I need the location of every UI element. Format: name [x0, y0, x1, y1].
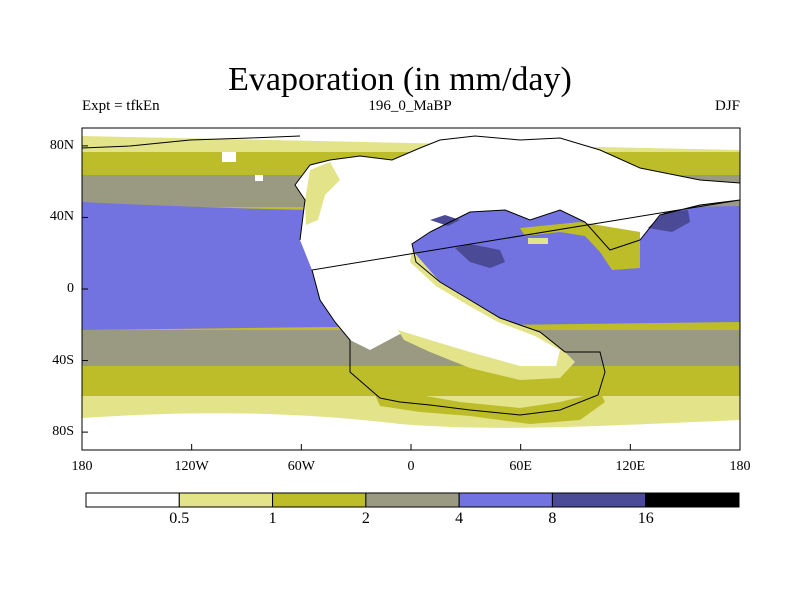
island	[528, 238, 548, 244]
lon-tick-label: 120W	[174, 459, 209, 474]
colorbar-level-label: 2	[361, 510, 370, 527]
colorbar-swatch	[365, 492, 460, 508]
tethys-olive-strip	[520, 222, 640, 270]
lon-tick-label: 60W	[287, 459, 315, 474]
coastal-light-band	[398, 250, 575, 380]
lon-tick-label: 0	[407, 459, 415, 474]
lon-tick-label: 180	[729, 459, 751, 474]
west-coast-light	[305, 162, 340, 225]
colorbar-level-label: 16	[637, 510, 654, 527]
map-field	[82, 128, 740, 450]
lat-tick-label: 40S	[52, 352, 74, 368]
south-coast-olive	[375, 392, 605, 424]
east-dark-patch	[648, 210, 690, 232]
colorbar-swatch	[272, 492, 367, 508]
lat-tick-label: 0	[67, 281, 74, 296]
island	[255, 175, 263, 181]
lat-tick-label: 80S	[52, 424, 74, 440]
lat-tick-label: 40N	[49, 209, 74, 225]
lon-tick-label: 120E	[615, 459, 646, 474]
colorbar-level-label: 1	[268, 510, 277, 527]
colorbar-level-label: 0.5	[169, 510, 190, 527]
lat-tick-label: 80N	[49, 137, 74, 153]
band-south-olive	[82, 366, 740, 396]
lon-tick-label: 180	[71, 459, 93, 474]
colorbar-level-label: 4	[455, 510, 464, 527]
colorbar-swatch	[458, 492, 553, 508]
colorbar-swatch	[645, 492, 740, 508]
colorbar-swatch	[178, 492, 274, 508]
map-title: Evaporation (in mm/day)	[228, 61, 572, 98]
continent-land	[295, 136, 740, 372]
colorbar-level-label: 8	[548, 510, 557, 527]
colorbar-swatch	[85, 492, 180, 508]
island	[222, 152, 236, 162]
axis-ticks	[81, 145, 741, 450]
colorbar-swatch	[551, 492, 647, 508]
arctic-coastline	[82, 135, 301, 149]
tethys-dark-patch	[455, 244, 505, 268]
time-label: 196_0_MaBP	[368, 98, 452, 114]
lon-tick-label: 60E	[509, 459, 532, 474]
band-antarctic	[82, 413, 740, 450]
small-dark-patch	[430, 215, 460, 226]
season-label: DJF	[714, 98, 740, 114]
colorbar	[85, 492, 740, 508]
experiment-label: Expt = tfkEn	[82, 98, 160, 114]
coastline	[294, 135, 740, 416]
